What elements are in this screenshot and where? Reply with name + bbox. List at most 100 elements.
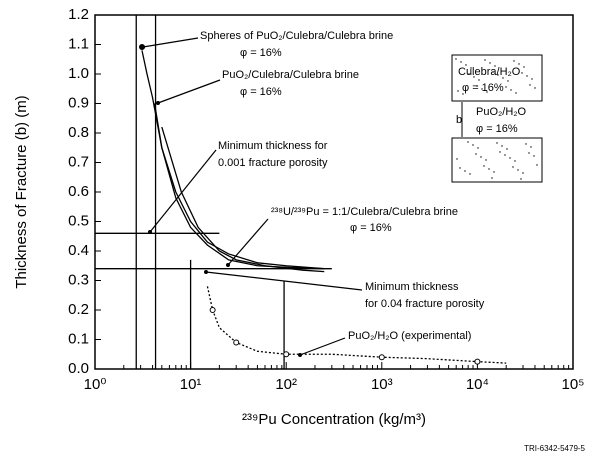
arrow bbox=[205, 271, 363, 291]
data-line bbox=[161, 126, 325, 273]
rock-dot bbox=[512, 166, 514, 168]
x-tick-label: 10⁴ bbox=[466, 376, 489, 393]
x-axis-label: ²³⁹Pu Concentration (kg/m³) bbox=[242, 411, 426, 428]
y-tick-label: 0.3 bbox=[68, 271, 89, 288]
arrow bbox=[299, 337, 346, 356]
rock-dot bbox=[464, 170, 466, 172]
rock-dot bbox=[515, 92, 517, 94]
rock-dot bbox=[455, 58, 457, 60]
rock-dot bbox=[473, 76, 475, 78]
rock-dot bbox=[481, 88, 483, 90]
rock-dot bbox=[534, 87, 536, 89]
rock-dot bbox=[468, 73, 470, 75]
y-tick-label: 0.6 bbox=[68, 183, 89, 200]
y-tick-label: 0.8 bbox=[68, 124, 89, 141]
rock-dot bbox=[521, 72, 523, 74]
arrow-head bbox=[148, 230, 152, 234]
annotation: ²³⁸U/²³⁹Pu = 1:1/Culebra/Culebra brine bbox=[271, 206, 458, 218]
rock-dot bbox=[533, 155, 535, 157]
annotation: 0.001 fracture porosity bbox=[218, 157, 328, 169]
arrow bbox=[142, 37, 199, 48]
rock-dot bbox=[459, 167, 461, 169]
inset-label: b bbox=[456, 114, 462, 126]
annotation: φ = 16% bbox=[240, 47, 282, 59]
y-axis-label: Thickness of Fracture (b) (m) bbox=[13, 95, 30, 288]
rock-dot bbox=[496, 142, 498, 144]
rock-dot bbox=[469, 173, 471, 175]
y-tick-label: 0.2 bbox=[68, 301, 89, 318]
arrow-head bbox=[204, 270, 208, 274]
rock-dot bbox=[499, 151, 501, 153]
x-tick-label: 10⁵ bbox=[562, 376, 585, 393]
arrow-head bbox=[298, 353, 302, 357]
inset-label: PuO₂/H₂O bbox=[476, 106, 527, 118]
rock-dot bbox=[501, 145, 503, 147]
y-tick-label: 1.2 bbox=[68, 6, 89, 23]
y-tick-label: 1.1 bbox=[68, 35, 89, 52]
rock-dot bbox=[497, 74, 499, 76]
data-point bbox=[209, 307, 216, 313]
inset-label: φ = 16% bbox=[476, 123, 518, 135]
rock-dot bbox=[456, 158, 458, 160]
data-point bbox=[233, 339, 240, 346]
rock-dot bbox=[460, 61, 462, 63]
rock-dot bbox=[523, 66, 525, 68]
arrow-head bbox=[226, 263, 230, 267]
y-tick-label: 1.0 bbox=[68, 65, 89, 82]
annotation: φ = 16% bbox=[240, 86, 282, 98]
annotation: φ = 16% bbox=[350, 222, 392, 234]
arrow-head bbox=[141, 45, 145, 49]
annotation: PuO₂/H₂O (experimental) bbox=[348, 330, 471, 342]
rock-dot bbox=[491, 177, 493, 179]
footer: TRI-6342-5479-5 bbox=[524, 444, 585, 453]
rock-dot bbox=[493, 171, 495, 173]
arrow bbox=[149, 149, 217, 233]
rock-dot bbox=[513, 60, 515, 62]
rock-dot bbox=[531, 78, 533, 80]
rock-dot bbox=[507, 80, 509, 82]
y-tick-label: 0.7 bbox=[68, 153, 89, 170]
rock-dot bbox=[529, 84, 531, 86]
rock-dot bbox=[467, 141, 469, 143]
inset-rock bbox=[451, 137, 543, 183]
rock-dot bbox=[472, 144, 474, 146]
data-line bbox=[141, 50, 325, 270]
data-point bbox=[474, 358, 481, 365]
data-point bbox=[378, 354, 385, 361]
x-tick-label: 10¹ bbox=[180, 376, 202, 393]
rock-dot bbox=[509, 157, 511, 159]
rock-dot bbox=[506, 148, 508, 150]
rock-dot bbox=[485, 159, 487, 161]
inset-rock bbox=[451, 54, 543, 102]
rock-dot bbox=[488, 168, 490, 170]
annotation: Spheres of PuO₂/Culebra/Culebra brine bbox=[200, 30, 393, 42]
rock-dot bbox=[504, 154, 506, 156]
annotation: Minimum thickness bbox=[365, 281, 459, 293]
rock-dot bbox=[457, 90, 459, 92]
rock-dot bbox=[475, 153, 477, 155]
rock-dot bbox=[484, 59, 486, 61]
arrow bbox=[227, 218, 269, 266]
rock-dot bbox=[477, 147, 479, 149]
rock-dot bbox=[483, 165, 485, 167]
annotation: Minimum thickness for bbox=[218, 140, 328, 152]
rock-dot bbox=[476, 85, 478, 87]
rock-dot bbox=[494, 65, 496, 67]
data-point bbox=[283, 351, 290, 358]
rock-dot bbox=[525, 143, 527, 145]
inset-label: Culebra/H₂O bbox=[458, 66, 521, 78]
rock-dot bbox=[505, 86, 507, 88]
rock-dot bbox=[528, 152, 530, 154]
rock-dot bbox=[518, 63, 520, 65]
annotation: PuO₂/Culebra/Culebra brine bbox=[222, 69, 359, 81]
rock-dot bbox=[536, 164, 538, 166]
rock-dot bbox=[502, 77, 504, 79]
y-tick-label: 0.0 bbox=[68, 360, 89, 377]
rock-dot bbox=[520, 178, 522, 180]
rock-dot bbox=[510, 89, 512, 91]
rock-dot bbox=[492, 71, 494, 73]
y-tick-label: 0.5 bbox=[68, 212, 89, 229]
rock-dot bbox=[514, 160, 516, 162]
y-tick-label: 0.4 bbox=[68, 242, 89, 259]
